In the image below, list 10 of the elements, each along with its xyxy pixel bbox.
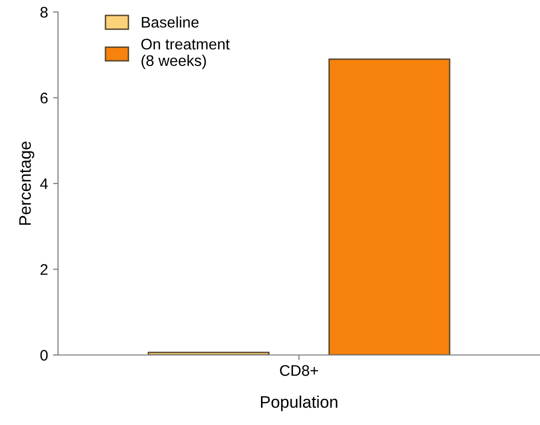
- x-tick-label: CD8+: [280, 365, 318, 376]
- y-axis-title: Percentage: [19, 142, 34, 225]
- y-tick-label: 8: [40, 6, 48, 18]
- legend-label: Baseline: [142, 16, 199, 28]
- y-tick-label: 6: [40, 92, 48, 104]
- x-axis-title: Population: [260, 396, 338, 412]
- y-tick-label: 0: [40, 350, 48, 361]
- y-tick-label: 2: [40, 264, 48, 275]
- legend-label: On treatment (8 weeks): [141, 38, 230, 70]
- y-tick-label: 4: [40, 178, 48, 190]
